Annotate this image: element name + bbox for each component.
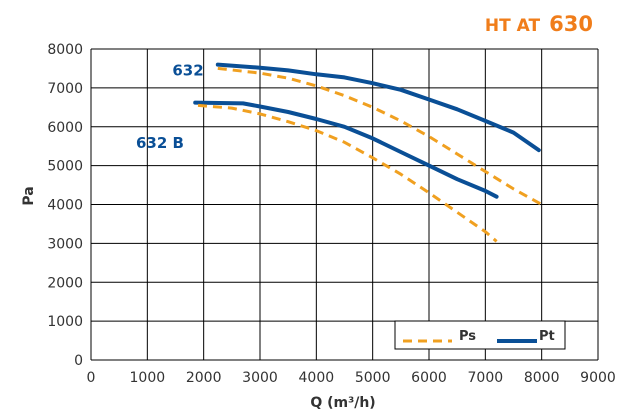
curve-ps-632b xyxy=(197,103,498,243)
grid xyxy=(90,48,599,361)
title-number: 630 xyxy=(549,12,593,36)
model-label-1: 632 B xyxy=(136,134,184,152)
x-tick-label-8: 8000 xyxy=(524,370,560,386)
curve-pt-632b xyxy=(193,100,499,199)
curves xyxy=(193,62,543,243)
x-tick-label-7: 7000 xyxy=(468,370,504,386)
legend-label-ps: Ps xyxy=(459,329,476,344)
y-tick-label-8: 8000 xyxy=(47,42,83,58)
legend: Ps Pt xyxy=(394,320,566,350)
y-tick-label-6: 6000 xyxy=(47,120,83,136)
legend-label-pt: Pt xyxy=(539,329,555,344)
x-tick-labels: 0 1000 2000 3000 4000 5000 6000 7000 8000 9000 xyxy=(87,370,616,386)
x-tick-label-0: 0 xyxy=(87,370,96,386)
y-axis-label: Pa xyxy=(21,186,37,205)
y-tick-label-3: 3000 xyxy=(47,236,83,252)
x-tick-label-2: 2000 xyxy=(186,370,222,386)
y-tick-label-2: 2000 xyxy=(47,275,83,291)
x-tick-label-5: 5000 xyxy=(355,370,391,386)
y-tick-label-4: 4000 xyxy=(47,198,83,214)
curve-ps-632 xyxy=(217,66,543,206)
x-tick-label-9: 9000 xyxy=(580,370,616,386)
y-tick-label-5: 5000 xyxy=(47,159,83,175)
x-tick-label-4: 4000 xyxy=(299,370,335,386)
legend-box xyxy=(394,320,566,350)
x-tick-label-1: 1000 xyxy=(130,370,166,386)
model-label-0: 632 xyxy=(172,61,203,79)
model-labels: 632 632 B xyxy=(136,61,204,152)
x-axis-label: Q (m³/h) xyxy=(310,395,375,411)
y-tick-label-0: 0 xyxy=(74,353,83,369)
chart-title: HT AT 630 xyxy=(485,12,593,36)
x-tick-label-6: 6000 xyxy=(411,370,447,386)
y-tick-labels: 0 1000 2000 3000 4000 5000 6000 7000 8000 xyxy=(47,42,83,369)
title-prefix: HT AT xyxy=(485,16,541,36)
x-tick-label-3: 3000 xyxy=(242,370,278,386)
y-tick-label-7: 7000 xyxy=(47,81,83,97)
curve-pt-632 xyxy=(215,62,541,153)
y-tick-label-1: 1000 xyxy=(47,314,83,330)
